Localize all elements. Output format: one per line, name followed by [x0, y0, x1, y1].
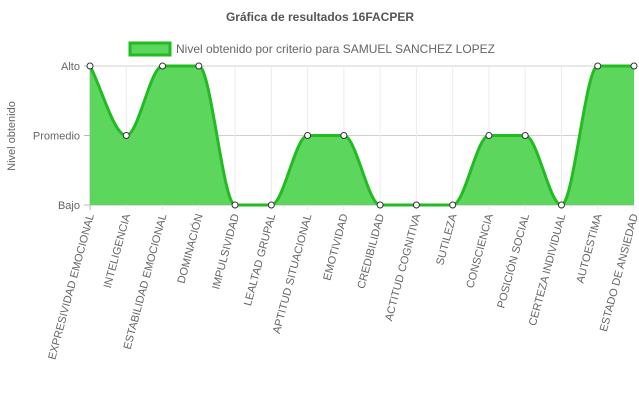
x-axis-ticks: EXPRESIVIDAD EMOCIONAL INTELIGENCIAESTABI…: [46, 212, 639, 361]
x-tick-label: APTITUD SITUACIONAL: [271, 213, 315, 335]
y-tick-label: Promedio: [33, 131, 80, 143]
data-point[interactable]: [86, 62, 94, 70]
data-point[interactable]: [485, 132, 493, 139]
data-point[interactable]: [122, 132, 130, 139]
data-point[interactable]: [449, 201, 457, 209]
data-point[interactable]: [267, 201, 275, 209]
legend-swatch: [128, 41, 172, 57]
data-point[interactable]: [630, 62, 638, 70]
data-point[interactable]: [412, 201, 420, 209]
x-tick-label: ACTITUD COGNITIVA: [383, 212, 423, 322]
chart-title: Gráfica de resultados 16FACPER: [226, 10, 414, 24]
series-line: [88, 64, 634, 207]
y-tick-label: Bajo: [58, 200, 80, 212]
y-axis-ticks: Bajo Promedio Alto: [33, 61, 80, 212]
data-point[interactable]: [231, 201, 239, 209]
data-point[interactable]: [376, 201, 384, 209]
x-tick-label: ESTADO DE ANSIEDAD: [598, 213, 639, 333]
x-tick-label: CREDIBILIDAD: [356, 213, 388, 291]
legend[interactable]: Nivel obtenido por criterio para SAMUEL …: [128, 41, 495, 57]
x-tick-label: CONSCIENCIA: [464, 212, 496, 290]
data-point[interactable]: [195, 62, 203, 70]
x-tick-label: INTELIGENCIA: [102, 212, 134, 290]
x-tick-label: LEALTAD GRUPAL: [242, 213, 278, 308]
x-tick-label: EMOTIVIDAD: [321, 213, 350, 282]
y-tick-label: Alto: [61, 61, 80, 73]
data-point[interactable]: [340, 132, 348, 139]
series-points: [86, 62, 638, 209]
y-axis-label: Nivel obtenido: [6, 101, 18, 171]
x-tick-label: SUTILEZA: [434, 212, 459, 267]
data-point[interactable]: [594, 62, 602, 70]
legend-label: Nivel obtenido por criterio para SAMUEL …: [176, 42, 495, 56]
x-tick-label: POSICIÓN SOCIAL: [494, 212, 532, 309]
data-point[interactable]: [304, 132, 312, 139]
x-tick-label: EXPRESIVIDAD EMOCIONAL: [46, 213, 97, 361]
data-point[interactable]: [557, 201, 565, 209]
series-area: [90, 66, 634, 205]
data-point[interactable]: [521, 132, 529, 139]
x-tick-label: CERTEZA INDIVIDUAL: [527, 213, 568, 328]
data-point[interactable]: [159, 62, 167, 70]
x-tick-label: DOMINACIÓN: [175, 212, 206, 284]
x-tick-label: AUTOESTIMA: [575, 212, 605, 285]
x-tick-label: IMPULSIVIDAD: [210, 213, 242, 291]
x-tick-label: ESTABILIDAD EMOCIONAL: [122, 213, 170, 351]
